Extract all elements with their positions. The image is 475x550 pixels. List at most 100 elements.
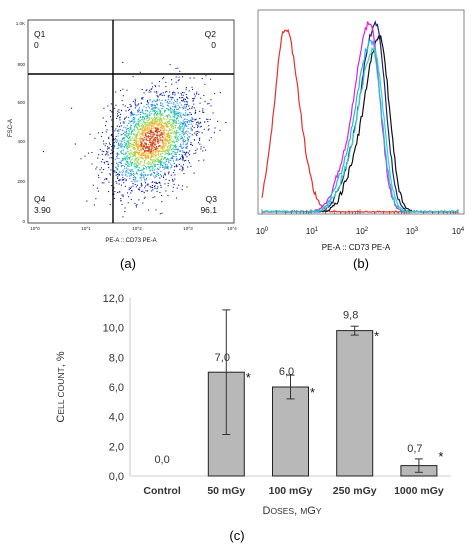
- scatter-point: [158, 119, 160, 121]
- scatter-point: [138, 189, 140, 191]
- scatter-point: [157, 135, 159, 137]
- scatter-point: [114, 191, 116, 193]
- scatter-point: [170, 123, 172, 125]
- scatter-point: [161, 194, 163, 196]
- scatter-point: [196, 135, 198, 137]
- scatter-point: [117, 166, 119, 168]
- scatter-point: [197, 125, 199, 127]
- scatter-point: [168, 150, 170, 152]
- scatter-point: [154, 116, 156, 118]
- scatter-point: [182, 94, 184, 96]
- scatter-point: [97, 190, 99, 192]
- scatter-point: [174, 131, 176, 133]
- scatter-point: [134, 101, 136, 103]
- scatter-point: [152, 169, 154, 171]
- scatter-point: [132, 136, 134, 138]
- scatter-point: [195, 134, 197, 136]
- scatter-point: [164, 157, 166, 159]
- scatter-point: [156, 104, 158, 106]
- scatter-point: [124, 158, 126, 160]
- scatter-point: [144, 151, 146, 153]
- scatter-point: [149, 153, 151, 155]
- scatter-point: [159, 174, 161, 176]
- scatter-point: [173, 109, 175, 111]
- scatter-point: [187, 138, 189, 140]
- scatter-point: [200, 146, 202, 148]
- scatter-point: [156, 116, 158, 118]
- scatter-point: [191, 129, 193, 131]
- scatter-point: [147, 156, 149, 158]
- scatter-point: [150, 135, 152, 137]
- scatter-point: [197, 130, 199, 132]
- scatter-point: [163, 147, 165, 149]
- scatter-point: [160, 175, 162, 177]
- scatter-point: [122, 179, 124, 181]
- scatter-point: [161, 142, 163, 144]
- scatter-point: [172, 190, 174, 192]
- scatter-point: [182, 185, 184, 187]
- scatter-point: [114, 145, 116, 147]
- scatter-point: [135, 124, 137, 126]
- scatter-point: [156, 107, 158, 109]
- scatter-point: [130, 190, 132, 192]
- scatter-point: [126, 146, 128, 148]
- scatter-point: [141, 144, 143, 146]
- scatter-point: [158, 144, 160, 146]
- scatter-point: [161, 134, 163, 136]
- scatter-point: [149, 185, 151, 187]
- scatter-point: [175, 120, 177, 122]
- scatter-point: [145, 155, 147, 157]
- scatter-point: [150, 131, 152, 133]
- scatter-point: [133, 159, 135, 161]
- scatter-point: [124, 152, 126, 154]
- scatter-point: [195, 123, 197, 125]
- scatter-point: [157, 129, 159, 131]
- panel-a-xlabel: PE-A :: CD73 PE-A: [105, 238, 156, 244]
- scatter-point: [154, 196, 156, 198]
- scatter-point: [146, 140, 148, 142]
- scatter-point-cloud: [42, 61, 227, 218]
- scatter-point: [177, 118, 179, 120]
- scatter-point: [163, 129, 165, 131]
- scatter-point: [137, 152, 139, 154]
- scatter-point: [120, 151, 122, 153]
- scatter-point: [168, 143, 170, 145]
- scatter-point: [125, 157, 127, 159]
- scatter-point: [157, 116, 159, 118]
- scatter-point: [149, 151, 151, 153]
- scatter-point: [150, 153, 152, 155]
- scatter-point: [161, 147, 163, 149]
- scatter-point: [173, 147, 175, 149]
- scatter-point: [132, 154, 134, 156]
- scatter-point: [190, 142, 192, 144]
- scatter-point: [126, 145, 128, 147]
- scatter-point: [168, 140, 170, 142]
- scatter-point: [180, 122, 182, 124]
- scatter-point: [106, 129, 108, 131]
- scatter-point: [142, 138, 144, 140]
- scatter-point: [150, 131, 152, 133]
- scatter-point: [173, 103, 175, 105]
- scatter-point: [156, 160, 158, 162]
- scatter-point: [152, 125, 154, 127]
- scatter-point: [155, 122, 157, 124]
- scatter-point: [205, 75, 207, 77]
- scatter-point: [130, 124, 132, 126]
- scatter-point: [151, 181, 153, 183]
- scatter-point: [169, 154, 171, 156]
- scatter-point: [145, 135, 147, 137]
- scatter-point: [136, 204, 138, 206]
- scatter-point: [196, 148, 198, 150]
- scatter-point: [136, 157, 138, 159]
- scatter-point: [152, 152, 154, 154]
- scatter-point: [126, 125, 128, 127]
- scatter-point: [152, 110, 154, 112]
- scatter-point: [141, 132, 143, 134]
- scatter-point: [164, 172, 166, 174]
- scatter-point: [128, 146, 130, 148]
- scatter-point: [162, 143, 164, 145]
- scatter-point: [179, 102, 181, 104]
- scatter-point: [127, 137, 129, 139]
- scatter-point: [173, 113, 175, 115]
- scatter-point: [183, 122, 185, 124]
